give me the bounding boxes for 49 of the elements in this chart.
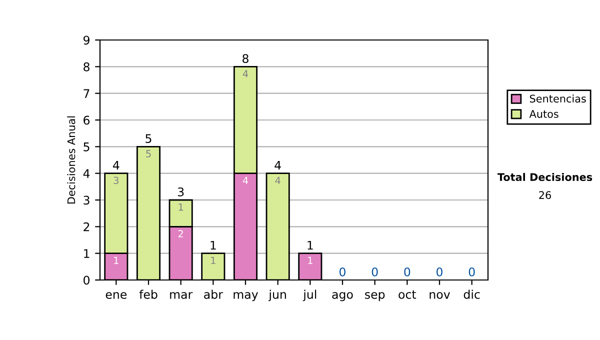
x-tick-label: ene (106, 292, 127, 299)
x-tick-label: sep (365, 292, 385, 302)
y-tick-label: 8 (84, 62, 90, 72)
data-label: 4 (242, 70, 248, 78)
data-label: 1 (211, 256, 216, 264)
total-label: 0 (436, 267, 442, 276)
total-label: 5 (146, 134, 152, 144)
data-label: 1 (178, 204, 184, 211)
text: Total Decisiones (497, 172, 592, 182)
total-label: 0 (404, 267, 410, 276)
total-label: 4 (274, 160, 281, 170)
y-tick-label: 4 (83, 169, 90, 178)
data-label: 2 (178, 230, 183, 238)
text: 26 (539, 191, 551, 200)
legend-label: Sentencias (530, 94, 586, 103)
y-tick-label: 0 (84, 276, 90, 285)
y-tick-label: 3 (84, 196, 90, 205)
total-label: 0 (372, 267, 378, 276)
y-tick-label: 5 (84, 142, 90, 152)
x-tick-label: may (234, 292, 258, 302)
x-tick-label: mar (170, 292, 193, 299)
y-tick-label: 2 (84, 222, 90, 232)
x-tick-label: jul (302, 290, 316, 302)
total-label: 4 (112, 160, 120, 170)
total-label: 8 (242, 54, 248, 64)
x-tick-label: nov (430, 292, 450, 299)
y-axis-title: Decisiones Anual (67, 116, 76, 204)
x-tick-label: oct (398, 290, 416, 299)
data-label: 1 (114, 256, 118, 264)
x-tick-label: jun (268, 290, 286, 302)
legend-label: Autos (529, 110, 558, 118)
total-label: 0 (468, 267, 475, 276)
y-tick-label: 9 (84, 36, 90, 45)
x-tick-label: ago (332, 292, 353, 302)
data-label: 1 (308, 256, 312, 264)
total-label: 1 (308, 240, 313, 250)
x-tick-label: abr (204, 290, 223, 299)
total-label: 3 (178, 187, 184, 196)
data-label: 3 (114, 176, 118, 184)
data-label: 5 (146, 150, 151, 158)
data-label: 4 (275, 176, 280, 184)
data-label: 4 (242, 176, 248, 184)
total-label: 0 (340, 267, 346, 276)
x-tick-label: feb (139, 290, 158, 299)
x-tick-label: dic (464, 290, 480, 299)
y-tick-label: 6 (84, 116, 90, 125)
y-tick-label: 1 (84, 249, 90, 258)
y-tick-label: 7 (84, 89, 90, 98)
total-label: 1 (210, 240, 216, 250)
